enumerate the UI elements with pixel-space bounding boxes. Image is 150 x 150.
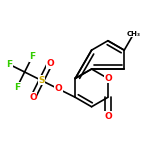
Text: O: O [104, 74, 112, 83]
Text: O: O [29, 93, 37, 102]
Text: O: O [104, 112, 112, 121]
Text: CH₃: CH₃ [127, 31, 141, 37]
Text: F: F [6, 60, 12, 69]
Text: F: F [29, 52, 35, 61]
Text: F: F [14, 83, 20, 92]
Text: S: S [38, 76, 45, 85]
Text: O: O [54, 84, 62, 93]
Text: O: O [46, 59, 54, 68]
